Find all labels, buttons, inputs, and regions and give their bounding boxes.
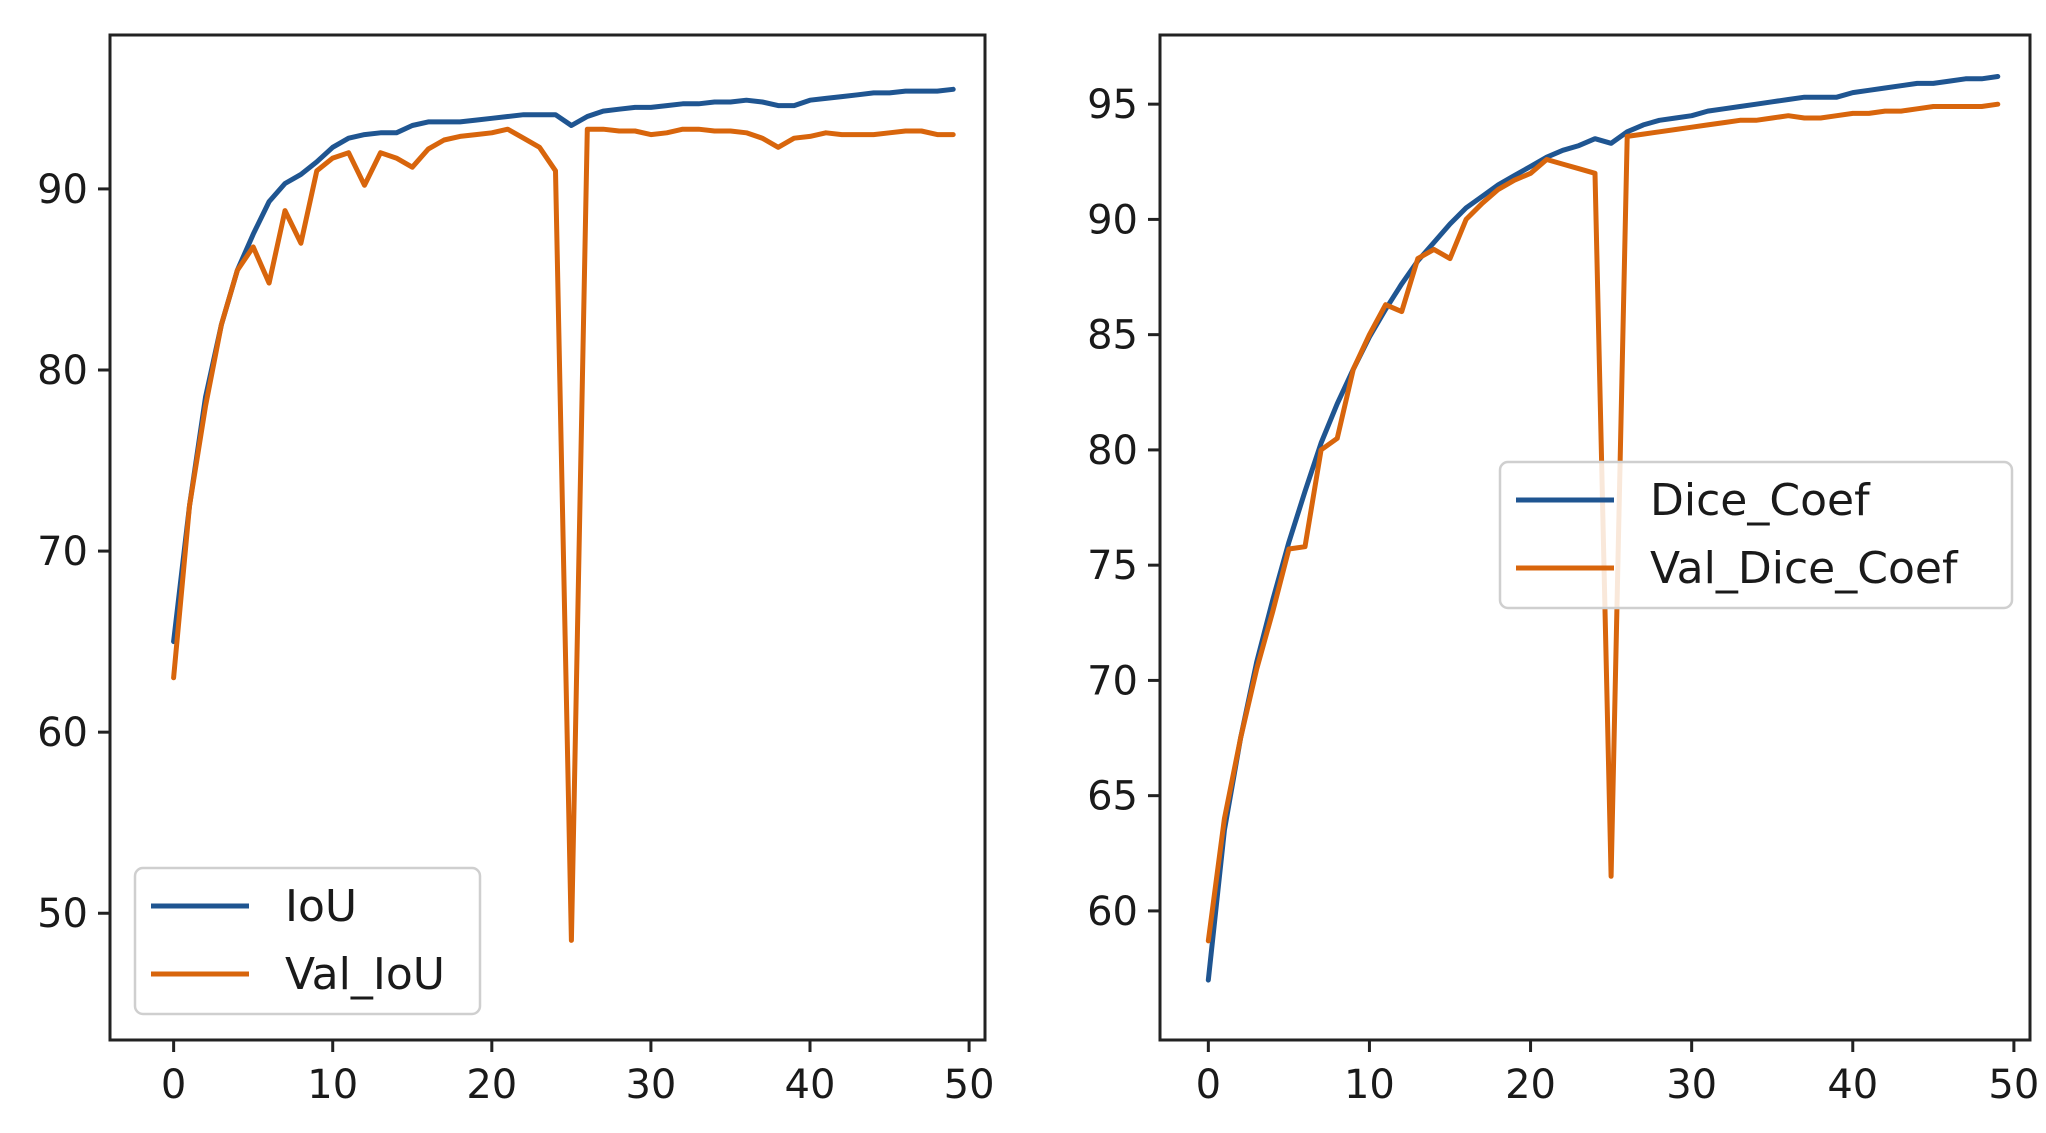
legend-label: Dice_Coef: [1650, 475, 1871, 526]
x-tick-label: 50: [1988, 1062, 2039, 1108]
x-tick-label: 30: [1666, 1062, 1717, 1108]
y-tick-label: 90: [37, 167, 88, 213]
y-tick-label: 70: [37, 529, 88, 575]
y-tick-label: 90: [1087, 197, 1138, 243]
legend-label: Val_Dice_Coef: [1650, 543, 1959, 594]
axes-frame: [108, 33, 987, 1042]
x-tick-label: 50: [944, 1062, 995, 1108]
legend-label: IoU: [285, 881, 357, 932]
x-tick-label: 10: [1344, 1062, 1395, 1108]
x-tick-label: 30: [625, 1062, 676, 1108]
legend-label: Val_IoU: [285, 949, 445, 1000]
axes-frame: [1158, 33, 2032, 1042]
y-tick-label: 75: [1087, 543, 1138, 589]
y-tick-label: 65: [1087, 774, 1138, 820]
y-tick-label: 70: [1087, 658, 1138, 704]
x-tick-label: 0: [1196, 1062, 1221, 1108]
series-line-iou: [171, 86, 956, 645]
dice-chart: 0 10 20 30 40 50 60 65 70 75 80 85 90 95 Dice_Coef Val_…: [1087, 33, 2039, 1108]
series-line-val-iou: [171, 126, 956, 943]
y-tick-label: 85: [1087, 313, 1138, 359]
y-tick-label: 50: [37, 891, 88, 937]
y-tick-label: 80: [1087, 428, 1138, 474]
y-tick-label: 95: [1087, 82, 1138, 128]
x-tick-label: 20: [1505, 1062, 1556, 1108]
y-tick-label: 60: [1087, 889, 1138, 935]
x-tick-label: 10: [307, 1062, 358, 1108]
series-line-dice-coef: [1205, 74, 2001, 983]
x-tick-label: 40: [785, 1062, 836, 1108]
x-tick-label: 0: [161, 1062, 186, 1108]
y-tick-label: 80: [37, 348, 88, 394]
x-tick-label: 40: [1827, 1062, 1878, 1108]
y-tick-label: 60: [37, 710, 88, 756]
iou-chart: 0 10 20 30 40 50 50 60 70 80 90 IoU Val_IoU: [37, 33, 995, 1108]
x-tick-label: 20: [466, 1062, 517, 1108]
legend-box: [1498, 460, 2014, 610]
legend: IoU Val_IoU: [133, 866, 482, 1016]
legend: Dice_Coef Val_Dice_Coef: [1498, 460, 2014, 610]
